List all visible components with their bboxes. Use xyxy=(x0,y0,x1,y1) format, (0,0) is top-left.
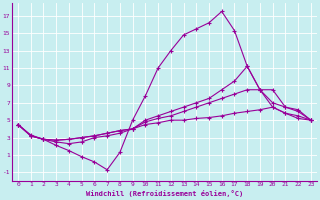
X-axis label: Windchill (Refroidissement éolien,°C): Windchill (Refroidissement éolien,°C) xyxy=(86,190,243,197)
